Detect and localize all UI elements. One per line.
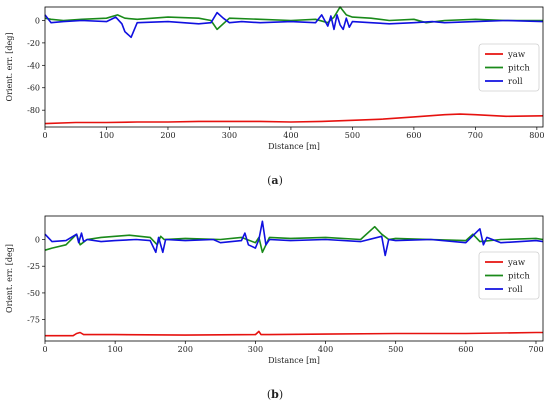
y-tick-label: -80 <box>27 106 40 115</box>
x-tick-label: 600 <box>458 345 473 354</box>
y-axis-label: Orient. err. [deg] <box>5 33 14 102</box>
y-tick-label: -50 <box>27 289 40 298</box>
series-line-yaw <box>44 113 544 125</box>
x-tick-label: 600 <box>406 131 421 140</box>
caption-a: (a) <box>267 174 283 187</box>
x-tick-label: 700 <box>528 345 543 354</box>
series-line-yaw <box>45 330 543 337</box>
y-tick-label: 0 <box>35 16 40 25</box>
series-line-pitch <box>44 225 544 254</box>
legend-box <box>478 43 540 92</box>
series-line-roll <box>44 220 544 257</box>
legend-label-roll: roll <box>508 77 523 87</box>
x-axis-label: Distance [m] <box>268 356 320 365</box>
x-tick-label: 400 <box>283 131 298 140</box>
y-tick-label: -60 <box>27 84 40 93</box>
legend-label-pitch: pitch <box>508 64 530 74</box>
y-tick-label: -40 <box>27 61 40 70</box>
plot-frame <box>44 215 544 342</box>
x-tick-label: 100 <box>99 131 114 140</box>
plot-frame <box>44 6 544 128</box>
x-tick-label: 200 <box>160 131 175 140</box>
x-tick-label: 300 <box>222 131 237 140</box>
series-line-roll <box>44 11 544 39</box>
legend-label-yaw: yaw <box>507 258 526 268</box>
x-tick-label: 700 <box>468 131 483 140</box>
y-axis-label: Orient. err. [deg] <box>5 244 14 313</box>
x-tick-label: 300 <box>248 345 263 354</box>
y-tick-label: 0 <box>35 236 40 245</box>
legend: yaw pitch roll <box>478 251 540 300</box>
legend-label-yaw: yaw <box>507 50 526 60</box>
legend-box <box>478 251 540 300</box>
legend: yaw pitch roll <box>478 43 540 92</box>
x-tick-label: 200 <box>178 345 193 354</box>
y-tick-label: -25 <box>27 262 40 271</box>
caption-b: (b) <box>267 388 283 401</box>
x-tick-label: 0 <box>42 345 47 354</box>
x-tick-label: 500 <box>345 131 360 140</box>
x-tick-label: 400 <box>318 345 333 354</box>
chart-b: 0 100 200 300 400 500 600 700 0 -25 -50 -75 Distance… <box>5 215 544 365</box>
y-tick-label: -20 <box>27 39 40 48</box>
legend-label-pitch: pitch <box>508 272 530 282</box>
x-tick-label: 100 <box>108 345 123 354</box>
y-tick-label: -75 <box>27 316 40 325</box>
x-tick-label: 0 <box>42 131 47 140</box>
chart-a: 0 100 200 300 400 500 600 700 800 0 -20 -40 -60 -80 Di… <box>5 6 544 151</box>
x-tick-label: 500 <box>388 345 403 354</box>
series-line-pitch <box>44 6 543 31</box>
x-tick-label: 800 <box>529 131 544 140</box>
legend-label-roll: roll <box>508 285 523 295</box>
x-axis-label: Distance [m] <box>268 142 320 151</box>
